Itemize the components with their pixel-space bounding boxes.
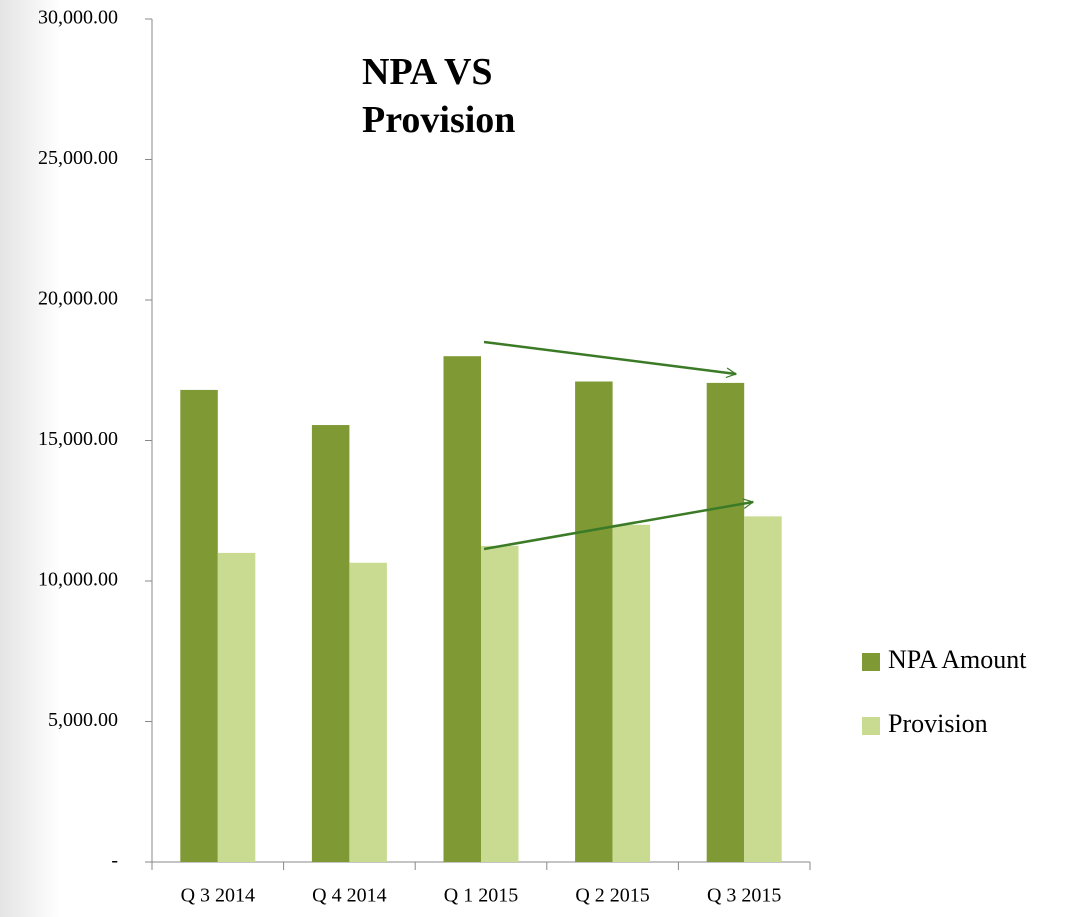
y-tick-label: - (111, 850, 118, 872)
bar (217, 552, 256, 862)
plot: - 5,000.00 10,000.00 15,000.00 20,000.00 25,0… (38, 7, 1027, 907)
y-tick-label: 25,000.00 (38, 147, 118, 169)
bar (443, 356, 481, 862)
y-tick-label: 15,000.00 (38, 428, 118, 450)
bar (180, 389, 218, 862)
bar (575, 381, 613, 862)
legend-label: Provision (888, 709, 988, 738)
bar (744, 516, 782, 862)
trend-arrow (483, 502, 753, 551)
bar (706, 382, 745, 862)
bar (349, 562, 387, 862)
legend-swatch (862, 653, 880, 671)
x-tick-label: Q 2 2015 (575, 885, 649, 907)
bar (612, 524, 651, 862)
legend-swatch (862, 717, 880, 735)
y-tick-label: 5,000.00 (48, 709, 118, 731)
bar (481, 545, 519, 862)
legend-label: NPA Amount (888, 645, 1027, 674)
x-tick-label: Q 4 2014 (312, 885, 386, 907)
x-tick-label: Q 3 2015 (707, 885, 781, 907)
x-tick-label: Q 1 2015 (444, 885, 518, 907)
x-tick-label: Q 3 2014 (181, 885, 255, 907)
y-tick-label: 10,000.00 (38, 569, 118, 591)
bar (311, 425, 350, 862)
trend-arrow (483, 340, 736, 374)
chart-title: NPA VS Provision (362, 51, 516, 141)
y-tick-label: 20,000.00 (38, 288, 118, 310)
y-tick-label: 30,000.00 (38, 7, 118, 29)
